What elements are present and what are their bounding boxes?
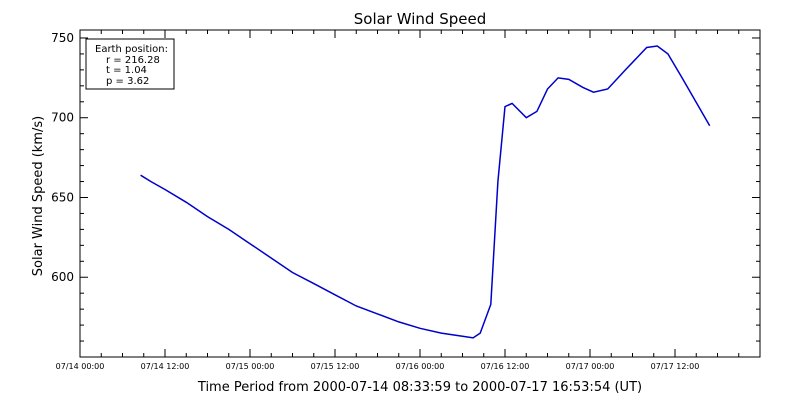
x-axis-label: Time Period from 2000-07-14 08:33:59 to … <box>197 380 642 395</box>
earth-position-legend: Earth position: r = 216.28 t = 1.04 p = … <box>85 38 175 90</box>
y-tick-label: 650 <box>51 190 74 204</box>
x-tick-label: 07/17 12:00 <box>651 362 700 371</box>
y-axis-label: Solar Wind Speed (km/s) <box>31 116 46 276</box>
x-tick-label: 07/14 00:00 <box>56 362 105 371</box>
solar-wind-speed-line <box>140 45 711 339</box>
legend-line-heading: Earth position: <box>95 44 168 55</box>
x-axis-ticks: 07/14 00:00 07/14 12:00 07/15 00:00 07/15 1… <box>56 30 700 371</box>
plot-frame <box>79 29 761 358</box>
y-tick-label: 700 <box>51 111 74 125</box>
legend-line-r: r = 216.28 <box>106 55 160 66</box>
chart-title: Solar Wind Speed <box>354 10 486 28</box>
y-minor-ticks <box>80 53 760 342</box>
x-tick-label: 07/15 12:00 <box>311 362 360 371</box>
x-tick-label: 07/16 12:00 <box>481 362 530 371</box>
x-tick-label: 07/14 12:00 <box>141 362 190 371</box>
x-tick-label: 07/17 00:00 <box>566 362 615 371</box>
legend-line-t: t = 1.04 <box>106 65 147 76</box>
legend-line-p: p = 3.62 <box>106 76 149 87</box>
x-tick-label: 07/15 00:00 <box>226 362 275 371</box>
legend-frame <box>85 38 175 90</box>
y-axis-ticks: 600 650 700 750 <box>51 31 760 284</box>
y-tick-label: 600 <box>51 270 74 284</box>
x-minor-ticks <box>100 30 740 357</box>
y-tick-label: 750 <box>51 31 74 45</box>
x-tick-label: 07/16 00:00 <box>396 362 445 371</box>
